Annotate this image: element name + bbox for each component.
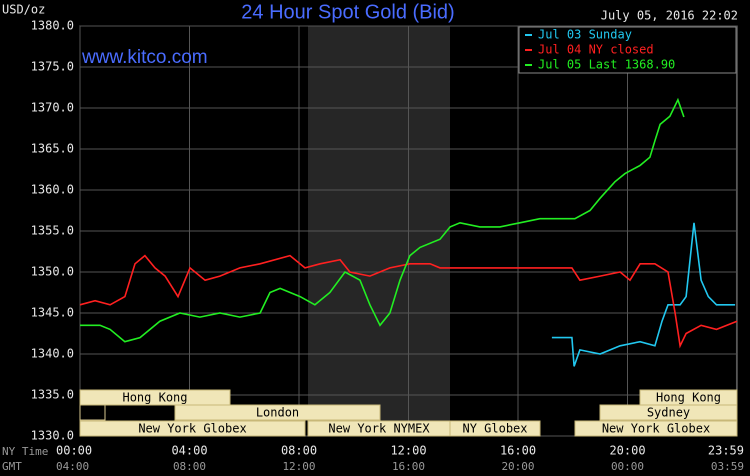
x2-tick-label: 20:00 — [501, 460, 534, 473]
x2-tick-label: 16:00 — [392, 460, 425, 473]
session-box — [79, 404, 106, 421]
session-label: London — [256, 406, 299, 420]
x2-tick-label: 04:00 — [56, 460, 89, 473]
legend-box — [518, 26, 737, 74]
y-tick-label: 1335.0 — [31, 388, 74, 402]
x2-axis-label: GMT — [2, 460, 22, 473]
y-tick-label: 1330.0 — [31, 429, 74, 443]
x2-tick-label: 08:00 — [173, 460, 206, 473]
x-axis-label: NY Time — [2, 445, 48, 458]
y-tick-label: 1340.0 — [31, 347, 74, 361]
x-tick-label: 08:00 — [281, 444, 317, 458]
session-box — [79, 420, 306, 437]
session-label: Hong Kong — [122, 391, 187, 405]
y-tick-label: 1370.0 — [31, 101, 74, 115]
x-tick-label: 04:00 — [171, 444, 207, 458]
timestamp: July 05, 2016 22:02 — [601, 9, 738, 23]
session-label: Hong Kong — [656, 391, 721, 405]
price-line — [80, 97, 685, 343]
x-tick-label: 00:00 — [56, 444, 92, 458]
session-box — [449, 420, 541, 437]
x2-tick-label: 12:00 — [282, 460, 315, 473]
x2-tick-label: 00:00 — [611, 460, 644, 473]
watermark: www.kitco.com — [81, 47, 208, 68]
y-tick-label: 1355.0 — [31, 224, 74, 238]
y-tick-label: 1360.0 — [31, 183, 74, 197]
session-label: New York Globex — [602, 422, 710, 436]
session-box — [174, 404, 381, 421]
price-line — [551, 222, 736, 367]
y-tick-label: 1365.0 — [31, 142, 74, 156]
x-tick-label: 20:00 — [609, 444, 645, 458]
session-box — [79, 389, 231, 406]
chart-title: 24 Hour Spot Gold (Bid) — [241, 1, 454, 23]
session-box — [574, 420, 738, 437]
session-label: New York NYMEX — [328, 422, 430, 436]
y-tick-label: 1345.0 — [31, 306, 74, 320]
session-label: NY Globex — [462, 422, 527, 436]
session-label: Sydney — [647, 406, 690, 420]
x-tick-label: 23:59 — [708, 444, 744, 458]
x-tick-label: 12:00 — [390, 444, 426, 458]
y-tick-label: 1380.0 — [31, 19, 74, 33]
x-tick-label: 16:00 — [500, 444, 536, 458]
x2-tick-label: 03:59 — [711, 460, 744, 473]
legend-label: Jul 03 Sunday — [538, 28, 632, 42]
y-tick-label: 1375.0 — [31, 60, 74, 74]
legend-label: Jul 04 NY closed — [538, 43, 654, 57]
session-box — [639, 389, 738, 406]
session-label: New York Globex — [138, 422, 246, 436]
y-tick-label: 1350.0 — [31, 265, 74, 279]
legend-label: Jul 05 Last 1368.90 — [538, 58, 675, 72]
y-axis-label: USD/oz — [2, 3, 45, 17]
price-line — [79, 254, 738, 349]
